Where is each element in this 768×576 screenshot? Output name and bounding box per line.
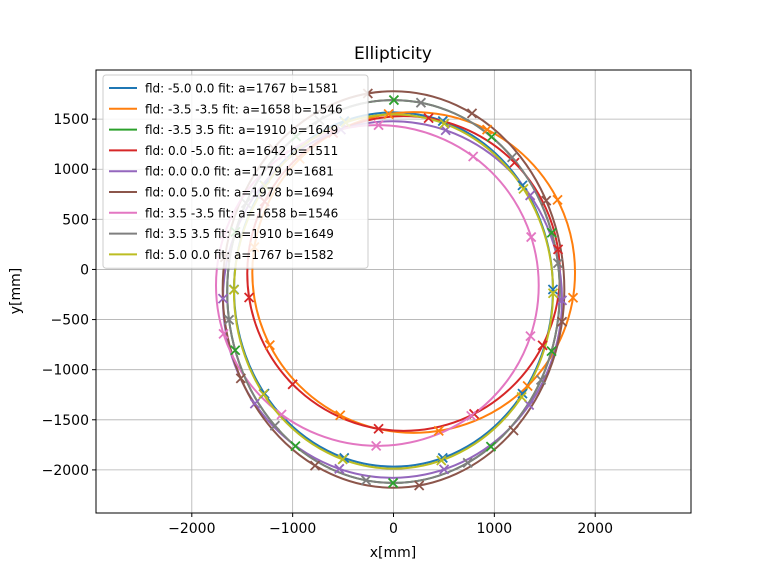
sample-marker [287, 379, 298, 390]
sample-marker [276, 409, 287, 420]
sample-marker [546, 345, 557, 357]
y-tick-label: 1500 [53, 112, 89, 128]
y-tick-label: −1500 [42, 413, 89, 429]
sample-marker [438, 464, 450, 475]
y-tick-label: 0 [80, 262, 89, 278]
sample-marker [468, 151, 479, 162]
sample-marker [371, 440, 382, 451]
sample-marker [516, 391, 527, 403]
axis-ticks: −2000 −1000 0 1000 2000 −2000 −1500 −1000 −500 0 5… [42, 112, 613, 537]
sample-marker [567, 292, 579, 303]
sample-marker [414, 480, 425, 491]
y-tick-label: 500 [62, 212, 89, 228]
grid [96, 70, 691, 513]
sample-marker [436, 455, 447, 466]
sample-marker [269, 420, 281, 431]
sample-marker [439, 118, 450, 129]
sample-marker [415, 97, 427, 108]
sample-marker [509, 157, 520, 168]
sample-marker [466, 410, 477, 422]
sample-marker [373, 423, 384, 434]
sample-marker [546, 227, 557, 238]
sample-marker [466, 108, 478, 119]
sample-marker [486, 131, 497, 143]
legend-label: fld: 3.5 3.5 fit: a=1910 b=1649 [145, 227, 334, 241]
sample-marker [522, 380, 533, 392]
sample-marker [217, 293, 229, 304]
sample-marker [383, 108, 394, 120]
fit-curve [232, 113, 555, 470]
y-tick-label: −2000 [42, 463, 89, 479]
sample-marker [485, 441, 497, 452]
sample-marker [423, 112, 434, 124]
x-tick-label: 0 [389, 521, 398, 537]
x-tick-label: −1000 [269, 521, 316, 537]
legend-box [102, 74, 369, 269]
sample-marker [552, 244, 564, 255]
sample-marker [230, 345, 241, 356]
y-tick-label: 1000 [53, 162, 89, 178]
sample-marker [526, 231, 537, 243]
sample-marker [506, 152, 518, 163]
y-tick-label: −500 [51, 313, 89, 329]
sample-marker [556, 316, 568, 327]
fit-curve [221, 90, 566, 489]
sample-marker [373, 119, 384, 131]
sample-marker [249, 398, 260, 409]
chart-title: Ellipticity [354, 44, 432, 64]
y-axis-label: y[mm] [8, 268, 24, 314]
sample-marker [518, 183, 529, 194]
x-tick-label: 2000 [577, 521, 613, 537]
sample-marker [517, 388, 528, 399]
sample-marker [235, 373, 246, 384]
sample-marker [309, 460, 321, 471]
sample-marker [525, 331, 536, 342]
legend-label: fld: 0.0 -5.0 fit: a=1642 b=1511 [145, 144, 338, 158]
fit-curve [251, 111, 577, 434]
sample-marker [388, 94, 400, 106]
sample-marker [462, 457, 473, 468]
sample-marker [556, 295, 568, 306]
x-tick-label: 1000 [477, 521, 513, 537]
y-tick-label: −1000 [42, 363, 89, 379]
x-tick-label: −2000 [168, 521, 215, 537]
sample-marker [535, 374, 547, 386]
sample-marker [537, 340, 548, 351]
sample-marker [360, 475, 372, 486]
sample-marker [547, 288, 559, 299]
sample-marker [524, 399, 535, 411]
sample-marker [517, 180, 528, 191]
sample-marker [433, 425, 444, 437]
x-axis-label: x[mm] [370, 545, 416, 561]
sample-marker [541, 195, 552, 206]
sample-marker [264, 339, 275, 351]
sample-marker [481, 124, 493, 135]
sample-marker [228, 284, 240, 295]
legend: fld: -5.0 0.0 fit: a=1767 b=1581 fld: -3.… [102, 74, 369, 269]
legend-label: fld: 3.5 -3.5 fit: a=1658 b=1546 [145, 206, 338, 220]
sample-marker [218, 328, 229, 340]
legend-label: fld: -3.5 3.5 fit: a=1910 b=1649 [145, 123, 338, 137]
sample-marker [552, 194, 563, 205]
legend-label: fld: 0.0 0.0 fit: a=1779 b=1681 [145, 165, 334, 179]
sample-marker [335, 410, 346, 421]
legend-label: fld: -3.5 -3.5 fit: a=1658 b=1546 [145, 102, 343, 116]
sample-marker [243, 292, 255, 303]
sample-marker [387, 477, 399, 489]
sample-marker [223, 314, 235, 325]
sample-marker [508, 425, 519, 436]
sample-marker [547, 284, 559, 295]
legend-label: fld: 5.0 0.0 fit: a=1767 b=1582 [145, 248, 334, 262]
legend-label: fld: -5.0 0.0 fit: a=1767 b=1581 [145, 82, 338, 96]
sample-marker [290, 440, 301, 452]
legend-label: fld: 0.0 5.0 fit: a=1978 b=1694 [145, 186, 334, 200]
sample-marker [552, 258, 564, 269]
sample-marker [334, 463, 345, 474]
sample-marker [258, 389, 269, 400]
sample-marker [337, 454, 348, 465]
